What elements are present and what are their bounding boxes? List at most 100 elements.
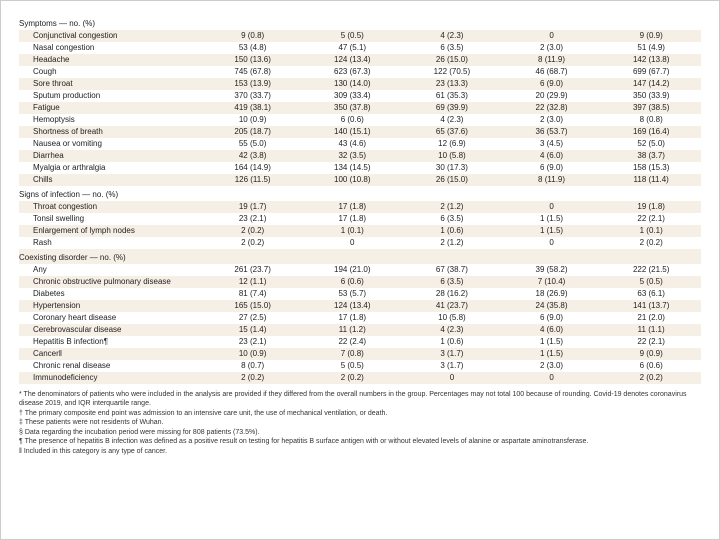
- clinical-table: Symptoms — no. (%)Conjunctival congestio…: [19, 15, 701, 384]
- cell-value: 22 (32.8): [502, 102, 602, 114]
- row-label: Enlargement of lymph nodes: [19, 225, 203, 237]
- cell-value: 55 (5.0): [203, 138, 303, 150]
- row-label: Chronic renal disease: [19, 360, 203, 372]
- cell-value: 124 (13.4): [302, 54, 402, 66]
- cell-value: 122 (70.5): [402, 66, 502, 78]
- cell-value: 6 (0.6): [302, 114, 402, 126]
- cell-value: 61 (35.3): [402, 90, 502, 102]
- cell-value: 134 (14.5): [302, 162, 402, 174]
- cell-value: 2 (3.0): [502, 360, 602, 372]
- cell-value: 51 (4.9): [601, 42, 701, 54]
- cell-value: 0: [502, 372, 602, 384]
- cell-value: 350 (37.8): [302, 102, 402, 114]
- cell-value: 4 (2.3): [402, 30, 502, 42]
- cell-value: 1 (0.6): [402, 336, 502, 348]
- row-label: Coronary heart disease: [19, 312, 203, 324]
- cell-value: 32 (3.5): [302, 150, 402, 162]
- cell-value: 39 (58.2): [502, 264, 602, 276]
- cell-value: 43 (4.6): [302, 138, 402, 150]
- cell-value: 53 (4.8): [203, 42, 303, 54]
- cell-value: 3 (4.5): [502, 138, 602, 150]
- cell-value: 46 (68.7): [502, 66, 602, 78]
- cell-value: 0: [502, 201, 602, 213]
- cell-value: 4 (2.3): [402, 114, 502, 126]
- cell-value: 140 (15.1): [302, 126, 402, 138]
- row-label: Diarrhea: [19, 150, 203, 162]
- cell-value: 222 (21.5): [601, 264, 701, 276]
- row-label: Cough: [19, 66, 203, 78]
- cell-value: 42 (3.8): [203, 150, 303, 162]
- row-label: Hepatitis B infection¶: [19, 336, 203, 348]
- cell-value: 2 (0.2): [203, 372, 303, 384]
- cell-value: 65 (37.6): [402, 126, 502, 138]
- cell-value: 5 (0.5): [601, 276, 701, 288]
- cell-value: 141 (13.7): [601, 300, 701, 312]
- cell-value: 126 (11.5): [203, 174, 303, 186]
- cell-value: 1 (0.1): [302, 225, 402, 237]
- row-label: Sputum production: [19, 90, 203, 102]
- cell-value: 4 (2.3): [402, 324, 502, 336]
- cell-value: 2 (0.2): [203, 225, 303, 237]
- cell-value: 2 (3.0): [502, 42, 602, 54]
- cell-value: 370 (33.7): [203, 90, 303, 102]
- footnote-line: † The primary composite end point was ad…: [19, 409, 701, 418]
- cell-value: 22 (2.4): [302, 336, 402, 348]
- cell-value: 10 (0.9): [203, 114, 303, 126]
- footnote-line: ‖ Included in this category is any type …: [19, 447, 701, 456]
- cell-value: 194 (21.0): [302, 264, 402, 276]
- cell-value: 41 (23.7): [402, 300, 502, 312]
- row-label: Fatigue: [19, 102, 203, 114]
- row-label: Nausea or vomiting: [19, 138, 203, 150]
- cell-value: 7 (0.8): [302, 348, 402, 360]
- cell-value: 2 (0.2): [203, 237, 303, 249]
- row-label: Headache: [19, 54, 203, 66]
- cell-value: 150 (13.6): [203, 54, 303, 66]
- row-label: Cerebrovascular disease: [19, 324, 203, 336]
- cell-value: 261 (23.7): [203, 264, 303, 276]
- cell-value: 22 (2.1): [601, 336, 701, 348]
- cell-value: 1 (1.5): [502, 225, 602, 237]
- cell-value: 1 (0.1): [601, 225, 701, 237]
- cell-value: 10 (5.8): [402, 150, 502, 162]
- cell-value: 8 (0.7): [203, 360, 303, 372]
- cell-value: 26 (15.0): [402, 174, 502, 186]
- cell-value: 169 (16.4): [601, 126, 701, 138]
- cell-value: 309 (33.4): [302, 90, 402, 102]
- cell-value: 1 (1.5): [502, 213, 602, 225]
- cell-value: 47 (5.1): [302, 42, 402, 54]
- row-label: Chills: [19, 174, 203, 186]
- footnotes: * The denominators of patients who were …: [19, 390, 701, 456]
- cell-value: 158 (15.3): [601, 162, 701, 174]
- cell-value: 22 (2.1): [601, 213, 701, 225]
- row-label: Diabetes: [19, 288, 203, 300]
- row-label: Sore throat: [19, 78, 203, 90]
- cell-value: 67 (38.7): [402, 264, 502, 276]
- row-label: Rash: [19, 237, 203, 249]
- cell-value: 6 (0.6): [601, 360, 701, 372]
- cell-value: 6 (3.5): [402, 213, 502, 225]
- cell-value: 63 (6.1): [601, 288, 701, 300]
- cell-value: 7 (10.4): [502, 276, 602, 288]
- row-label: Cancer‖: [19, 348, 203, 360]
- cell-value: 5 (0.5): [302, 30, 402, 42]
- row-label: Hypertension: [19, 300, 203, 312]
- row-label: Conjunctival congestion: [19, 30, 203, 42]
- cell-value: 19 (1.8): [601, 201, 701, 213]
- cell-value: 130 (14.0): [302, 78, 402, 90]
- footnote-line: ‡ These patients were not residents of W…: [19, 418, 701, 427]
- cell-value: 3 (1.7): [402, 348, 502, 360]
- cell-value: 165 (15.0): [203, 300, 303, 312]
- footnote-line: * The denominators of patients who were …: [19, 390, 701, 409]
- cell-value: 53 (5.7): [302, 288, 402, 300]
- section-header: Symptoms — no. (%): [19, 15, 701, 30]
- cell-value: 147 (14.2): [601, 78, 701, 90]
- footnote-line: § Data regarding the incubation period w…: [19, 428, 701, 437]
- cell-value: 21 (2.0): [601, 312, 701, 324]
- cell-value: 17 (1.8): [302, 213, 402, 225]
- cell-value: 9 (0.9): [601, 30, 701, 42]
- cell-value: 20 (29.9): [502, 90, 602, 102]
- cell-value: 0: [502, 237, 602, 249]
- cell-value: 6 (3.5): [402, 42, 502, 54]
- cell-value: 12 (6.9): [402, 138, 502, 150]
- cell-value: 9 (0.9): [601, 348, 701, 360]
